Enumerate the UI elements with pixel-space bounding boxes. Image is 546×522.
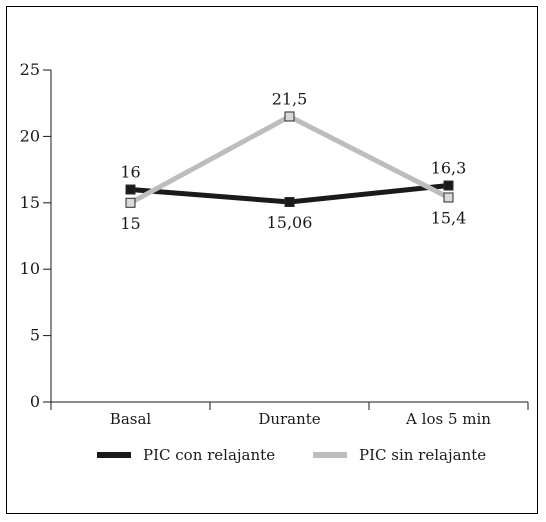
y-tick-label: 0 <box>30 392 40 411</box>
legend-label: PIC con relajante <box>143 446 275 464</box>
data-point-marker <box>443 180 454 191</box>
data-point-marker <box>284 111 295 122</box>
x-tick-label: Durante <box>258 410 320 428</box>
series-layer: 16 15,06 16,3 15 21,5 15,4 <box>120 89 466 232</box>
y-tick-label: 20 <box>20 126 40 145</box>
y-tick-label: 25 <box>20 60 40 79</box>
data-point-marker <box>284 197 295 208</box>
y-tick-label: 15 <box>20 193 40 212</box>
chart-frame <box>6 6 538 514</box>
data-label: 21,5 <box>272 89 308 108</box>
legend-label: PIC sin relajante <box>359 446 486 464</box>
y-tick-label: 10 <box>20 259 40 278</box>
data-label: 16,3 <box>431 159 467 178</box>
legend: PIC con relajante PIC sin relajante <box>97 446 486 464</box>
data-point-marker <box>125 184 136 195</box>
data-label: 15,06 <box>267 213 313 232</box>
data-label: 15,4 <box>431 208 467 227</box>
x-tick-label: A los 5 min <box>405 410 491 428</box>
y-tick-label: 5 <box>30 326 40 345</box>
axes: 0 5 10 15 20 25 Basal Durante A los 5 min <box>20 60 529 428</box>
data-label: 16 <box>120 163 140 182</box>
data-point-marker <box>443 192 454 203</box>
x-tick-label: Basal <box>110 410 152 428</box>
data-label: 15 <box>120 214 140 233</box>
data-point-marker <box>125 197 136 208</box>
